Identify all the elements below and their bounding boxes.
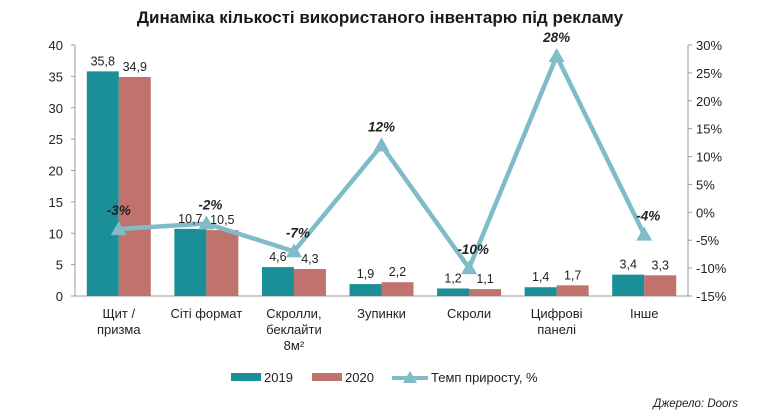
- growth-marker: [548, 48, 565, 63]
- legend-swatch-2020: [312, 373, 342, 381]
- legend-label-2020: 2020: [345, 370, 374, 385]
- x-tick-label: призма: [97, 322, 141, 337]
- y2-tick-label: -5%: [696, 233, 720, 248]
- growth-label: -7%: [286, 225, 310, 240]
- bar-value-label: 1,7: [564, 268, 581, 282]
- growth-marker: [285, 243, 302, 258]
- growth-label: -2%: [198, 197, 222, 212]
- growth-marker: [198, 215, 215, 230]
- bar-value-label: 2,2: [389, 265, 406, 279]
- y-tick-label: 20: [49, 164, 63, 179]
- bar-2019-7: [612, 274, 645, 296]
- y-tick-label: 10: [49, 226, 63, 241]
- y2-tick-label: 0%: [696, 205, 715, 220]
- bar-value-label: 1,4: [532, 270, 549, 284]
- x-tick-label: Щит /: [102, 306, 135, 321]
- y-tick-label: 5: [56, 258, 63, 273]
- x-tick-label: Цифрові: [531, 306, 583, 321]
- bars: [86, 71, 677, 296]
- growth-label: 12%: [368, 119, 395, 134]
- x-tick-label: панелі: [537, 322, 576, 337]
- data-labels: 35,8 34,9 10,7 10,5 4,6 4,3 1,9 2,2 1,2 1,1 1,4 1,7…: [91, 30, 669, 286]
- bar-2020-1: [118, 77, 151, 296]
- legend: 2019 2020 Темп приросту, %: [231, 370, 538, 385]
- source-note: Джерело: Doors: [653, 398, 738, 410]
- bar-2019-1: [86, 71, 119, 296]
- growth-label: -3%: [107, 203, 131, 218]
- y2-tick-label: 15%: [696, 122, 722, 137]
- y2-tick-label: 30%: [696, 38, 722, 53]
- bar-2020-3: [293, 269, 326, 296]
- growth-label: 28%: [542, 30, 570, 45]
- bar-value-label: 10,5: [210, 213, 234, 227]
- bar-2020-7: [644, 275, 677, 296]
- growth-marker: [461, 260, 478, 275]
- bar-2020-2: [206, 230, 239, 296]
- y-tick-label: 0: [56, 289, 63, 304]
- y-tick-label: 25: [49, 132, 63, 147]
- y-tick-label: 35: [49, 69, 63, 84]
- axes: 0 5 10 15 20 25 30 35 40 -15% -10% -5% 0% 5% 10% 15% 20%…: [49, 38, 727, 353]
- bar-value-label: 3,3: [652, 258, 669, 272]
- bar-2019-3: [261, 267, 294, 296]
- bar-value-label: 1,2: [444, 271, 461, 285]
- bar-value-label: 3,4: [620, 258, 637, 272]
- legend-swatch-2019: [231, 373, 261, 381]
- legend-label-growth: Темп приросту, %: [431, 370, 538, 385]
- legend-label-2019: 2019: [264, 370, 293, 385]
- growth-line: [110, 48, 653, 275]
- x-tick-label: Скроли: [447, 306, 491, 321]
- growth-marker: [110, 221, 127, 236]
- chart-title: Динаміка кількості використаного інвента…: [136, 8, 624, 27]
- bar-value-label: 1,1: [476, 272, 493, 286]
- y2-tick-label: 20%: [696, 94, 722, 109]
- bar-value-label: 4,3: [301, 252, 318, 266]
- bar-2019-5: [437, 288, 470, 296]
- y-tick-label: 30: [49, 101, 63, 116]
- y-tick-label: 15: [49, 195, 63, 210]
- x-tick-label: Сіті формат: [170, 306, 242, 321]
- bar-value-label: 10,7: [178, 212, 202, 226]
- y2-tick-label: 5%: [696, 177, 715, 192]
- bar-2019-6: [524, 287, 557, 296]
- x-tick-label: 8м²: [284, 338, 305, 353]
- bar-value-label: 4,6: [269, 250, 286, 264]
- legend-line-marker: [403, 371, 417, 383]
- bar-2020-5: [469, 289, 502, 296]
- bar-2020-4: [381, 282, 414, 296]
- y2-tick-label: -10%: [696, 261, 727, 276]
- x-tick-label: Скролли,: [266, 306, 321, 321]
- y2-tick-label: 10%: [696, 150, 722, 165]
- growth-marker: [373, 137, 390, 152]
- y2-tick-label: 25%: [696, 66, 722, 81]
- growth-label: -4%: [636, 209, 660, 224]
- bar-value-label: 1,9: [357, 267, 374, 281]
- bar-value-label: 35,8: [91, 54, 115, 68]
- growth-marker: [636, 226, 653, 241]
- growth-label: -10%: [457, 242, 489, 257]
- x-tick-label: беклайти: [266, 322, 322, 337]
- bar-value-label: 34,9: [123, 60, 147, 74]
- bar-2019-4: [349, 284, 382, 296]
- y2-tick-label: -15%: [696, 289, 727, 304]
- bar-2020-6: [556, 285, 589, 296]
- x-tick-label: Інше: [630, 306, 658, 321]
- x-tick-label: Зупинки: [357, 306, 406, 321]
- bar-2019-2: [174, 228, 207, 296]
- y-tick-label: 40: [49, 38, 63, 53]
